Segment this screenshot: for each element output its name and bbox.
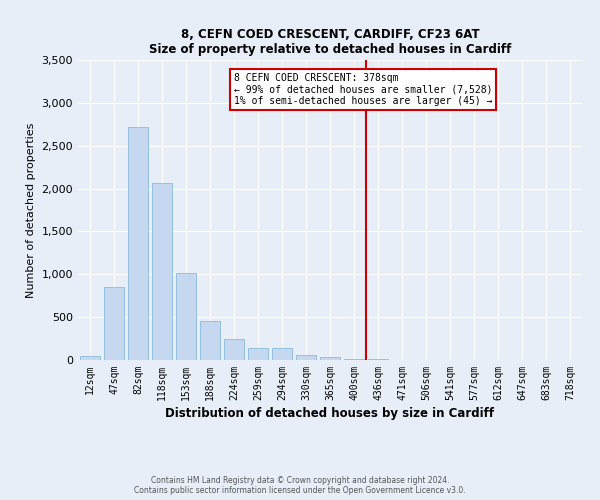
Bar: [344, 358, 364, 360]
Bar: [152, 182, 172, 360]
Bar: [128, 127, 148, 360]
X-axis label: Distribution of detached houses by size in Cardiff: Distribution of detached houses by size …: [166, 407, 494, 420]
Bar: [248, 348, 268, 360]
Bar: [224, 340, 244, 360]
Bar: [200, 320, 220, 360]
Bar: [296, 355, 316, 360]
Bar: [320, 358, 340, 360]
Title: 8, CEFN COED CRESCENT, CARDIFF, CF23 6AT
Size of property relative to detached h: 8, CEFN COED CRESCENT, CARDIFF, CF23 6AT…: [149, 28, 511, 56]
Bar: [272, 348, 292, 360]
Bar: [104, 287, 124, 360]
Y-axis label: Number of detached properties: Number of detached properties: [26, 122, 36, 298]
Bar: [80, 356, 100, 360]
Text: 8 CEFN COED CRESCENT: 378sqm
← 99% of detached houses are smaller (7,528)
1% of : 8 CEFN COED CRESCENT: 378sqm ← 99% of de…: [234, 73, 493, 106]
Text: Contains HM Land Registry data © Crown copyright and database right 2024.
Contai: Contains HM Land Registry data © Crown c…: [134, 476, 466, 495]
Bar: [176, 274, 196, 360]
